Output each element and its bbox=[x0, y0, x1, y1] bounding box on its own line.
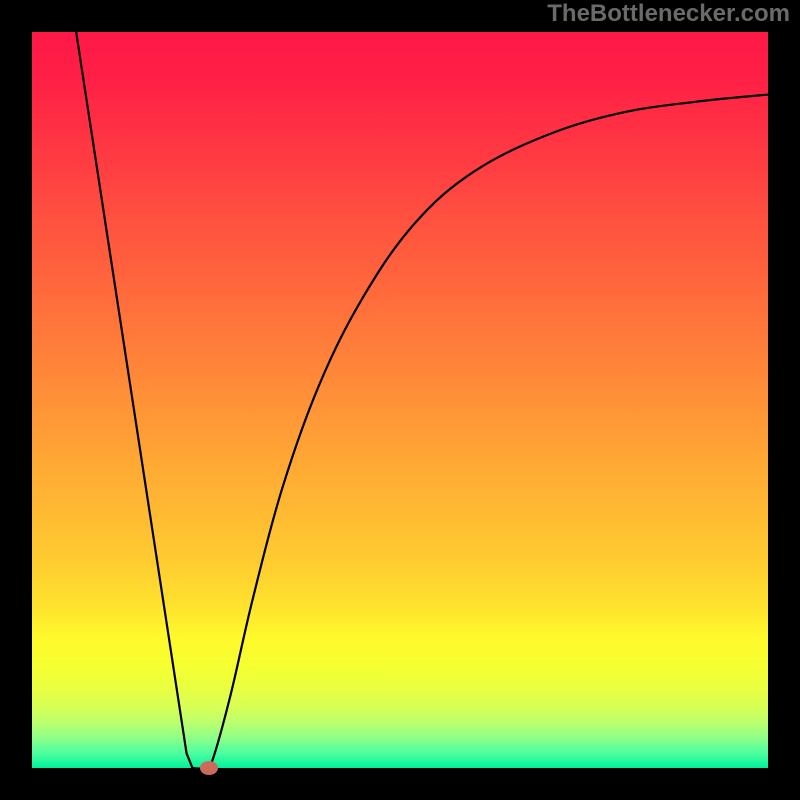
bottleneck-curve bbox=[32, 32, 768, 768]
attribution-label: TheBottlenecker.com bbox=[547, 0, 790, 28]
chart-canvas: TheBottlenecker.com bbox=[0, 0, 800, 800]
optimum-marker bbox=[200, 761, 218, 775]
plot-area bbox=[32, 32, 768, 768]
